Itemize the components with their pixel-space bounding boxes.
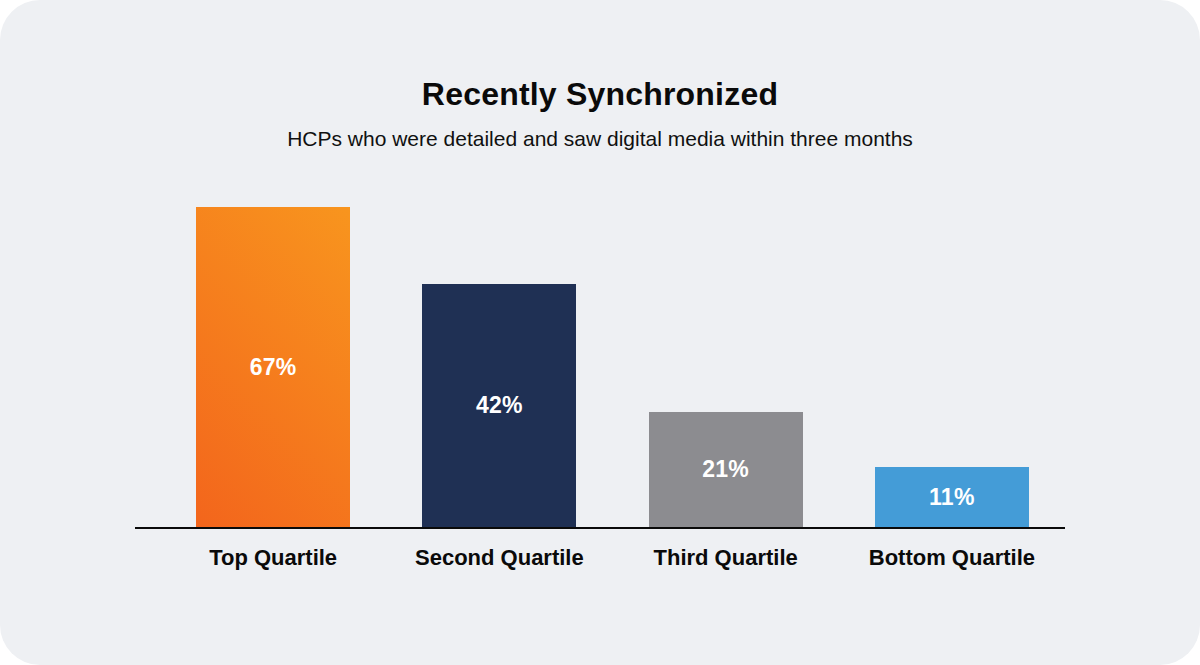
- chart-card: Recently Synchronized HCPs who were deta…: [0, 0, 1200, 665]
- bar-slot-third-quartile: 21%: [613, 209, 839, 527]
- category-label-bottom-quartile: Bottom Quartile: [839, 545, 1065, 571]
- bar-slot-bottom-quartile: 11%: [839, 209, 1065, 527]
- bar-value-label-second-quartile: 42%: [476, 392, 523, 419]
- bar-value-label-third-quartile: 21%: [702, 456, 749, 483]
- bar-top-quartile: 67%: [196, 207, 350, 527]
- plot-area: 67% 42% 21% 11%: [135, 209, 1065, 529]
- bar-third-quartile: 21%: [649, 412, 803, 527]
- bar-value-label-bottom-quartile: 11%: [929, 484, 975, 511]
- bar-chart: 67% 42% 21% 11% Top QuartileSecond Quartile…: [135, 209, 1065, 571]
- bar-second-quartile: 42%: [422, 284, 576, 527]
- category-label-top-quartile: Top Quartile: [160, 545, 386, 571]
- bar-slot-top-quartile: 67%: [160, 209, 386, 527]
- bar-slot-second-quartile: 42%: [386, 209, 612, 527]
- category-label-second-quartile: Second Quartile: [386, 545, 612, 571]
- chart-title: Recently Synchronized: [0, 76, 1200, 113]
- category-axis-labels: Top QuartileSecond QuartileThird Quartil…: [135, 545, 1065, 571]
- bar-bottom-quartile: 11%: [875, 467, 1029, 527]
- bar-value-label-top-quartile: 67%: [250, 354, 297, 381]
- category-label-third-quartile: Third Quartile: [613, 545, 839, 571]
- chart-subtitle: HCPs who were detailed and saw digital m…: [0, 127, 1200, 151]
